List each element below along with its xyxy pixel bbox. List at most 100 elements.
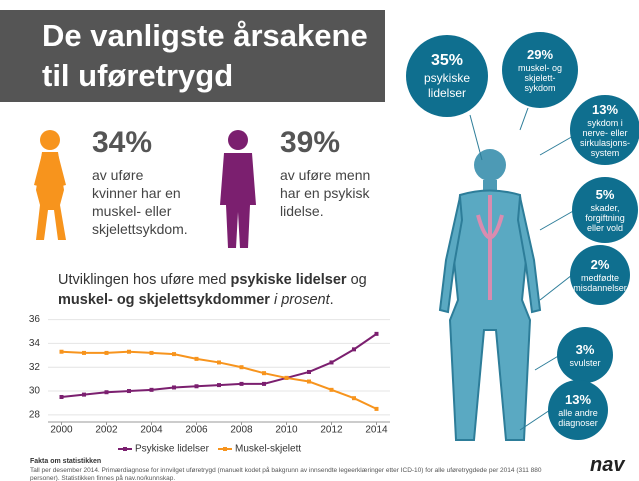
diagnosis-percent: 13% <box>564 392 592 407</box>
heading-part: psykiske lidelser <box>230 272 347 288</box>
point <box>307 369 311 374</box>
point <box>307 379 311 384</box>
diagnosis-label: skader, <box>590 203 620 213</box>
diagnosis-label: sykdom i <box>587 118 623 128</box>
diagnosis-label: medfødte <box>580 273 620 283</box>
fact-text: muskel- eller <box>92 203 172 219</box>
point <box>262 381 266 386</box>
point <box>82 392 86 397</box>
y-tick-label: 36 <box>29 314 41 325</box>
point <box>104 350 109 355</box>
diagnosis-label: lidelser <box>427 86 466 100</box>
legend-label: Muskel-skjelett <box>235 444 301 455</box>
y-tick-label: 30 <box>29 386 41 397</box>
diagnosis-label: svulster <box>569 358 601 368</box>
fact-text: skjelettsykdom. <box>92 221 188 237</box>
point <box>82 350 86 355</box>
heading-part: og <box>346 272 367 288</box>
x-tick-label: 2004 <box>140 425 163 436</box>
chart-heading: Utviklingen hos uføre med psykiske lidel… <box>58 272 367 288</box>
y-tick-label: 28 <box>29 409 41 420</box>
series-line <box>61 350 377 410</box>
diagnosis-label: eller vold <box>586 223 624 233</box>
diagnosis: 13% sykdom i nerve- eller sirkulasjons-syst… <box>570 95 639 165</box>
title-box <box>0 10 385 102</box>
title-line: De vanligste årsakene <box>42 18 368 53</box>
point <box>217 360 221 365</box>
diagnosis-percent: 5% <box>595 187 615 202</box>
point <box>352 347 356 352</box>
point <box>374 331 379 336</box>
title-line: til uføretrygd <box>42 58 234 93</box>
y-tick-label: 32 <box>29 362 41 373</box>
woman-icon <box>34 130 66 240</box>
chart-heading: muskel- og skjelettsykdommer i prosent. <box>58 292 334 308</box>
fact-text: lidelse. <box>280 203 324 219</box>
diagnosis-percent: 29% <box>526 47 554 62</box>
heading-part: i prosent <box>269 292 330 308</box>
point <box>239 381 244 386</box>
diagnosis-label: forgiftning <box>585 213 625 223</box>
diagnosis-label: misdannelser <box>573 283 627 293</box>
point <box>217 383 221 388</box>
point <box>127 389 131 394</box>
legend-label: Psykiske lidelser <box>135 444 210 455</box>
x-tick-label: 2012 <box>320 425 343 436</box>
body <box>438 149 542 441</box>
fact-text: har en psykisk <box>280 185 370 201</box>
diagnosis-percent: 35% <box>430 52 464 69</box>
diagnosis-label: system <box>590 148 620 158</box>
legend-marker <box>123 447 127 451</box>
point <box>59 394 64 399</box>
footer-heading: Fakta om statistikken <box>30 458 102 465</box>
connectors <box>469 107 576 431</box>
x-tick-label: 2000 <box>50 425 73 436</box>
diagnosis: 13% alle andre diagnoser <box>548 380 608 440</box>
diagnosis-label: alle andre <box>558 408 598 418</box>
point <box>239 365 244 370</box>
diagnosis-label: skjelett- <box>524 73 556 83</box>
diagnosis: 29% muskel- og skjelett-sykdom <box>502 32 578 108</box>
x-tick-label: 2008 <box>230 425 253 436</box>
point <box>127 349 131 354</box>
point <box>284 375 289 380</box>
diagnosis-percent: 13% <box>591 102 619 117</box>
heading-part: Utviklingen hos uføre med <box>58 272 231 288</box>
point <box>329 387 334 392</box>
point <box>352 396 356 401</box>
point <box>104 390 109 395</box>
point <box>194 356 199 361</box>
point <box>374 406 379 411</box>
logo: nav <box>590 454 625 476</box>
diagnosis-label: sykdom <box>524 83 556 93</box>
point <box>59 349 64 354</box>
point <box>149 350 154 355</box>
fact-text: av uføre menn <box>280 167 371 183</box>
diagnosis-circles <box>406 32 639 440</box>
fact-percent: 34% <box>92 126 153 159</box>
legend-marker <box>223 447 227 451</box>
diagnosis-label: diagnoser <box>558 418 598 428</box>
point <box>149 387 154 392</box>
diagnosis-label: sirkulasjons- <box>579 138 630 148</box>
fact-percent: 39% <box>280 126 341 159</box>
diagnosis-percent: 3% <box>575 342 595 357</box>
diagnosis-label: nerve- eller <box>582 128 628 138</box>
diagnosis: 2% medfødte misdannelser <box>570 245 630 305</box>
diagnosis-label: psykiske <box>423 71 470 85</box>
heading-part: . <box>329 292 334 308</box>
point <box>172 352 176 357</box>
diagnosis: 35% psykiske lidelser <box>406 35 488 117</box>
diagnosis-percent: 2% <box>590 257 610 272</box>
x-tick-label: 2002 <box>95 425 118 436</box>
point <box>172 385 176 390</box>
diagnosis-label: muskel- og <box>517 63 562 73</box>
x-tick-label: 2006 <box>185 425 208 436</box>
diagnosis: 3% svulster <box>557 327 613 383</box>
fact-text: av uføre <box>92 167 144 183</box>
fact-text: kvinner har en <box>92 185 181 201</box>
point <box>329 360 334 365</box>
x-tick-label: 2010 <box>275 425 298 436</box>
